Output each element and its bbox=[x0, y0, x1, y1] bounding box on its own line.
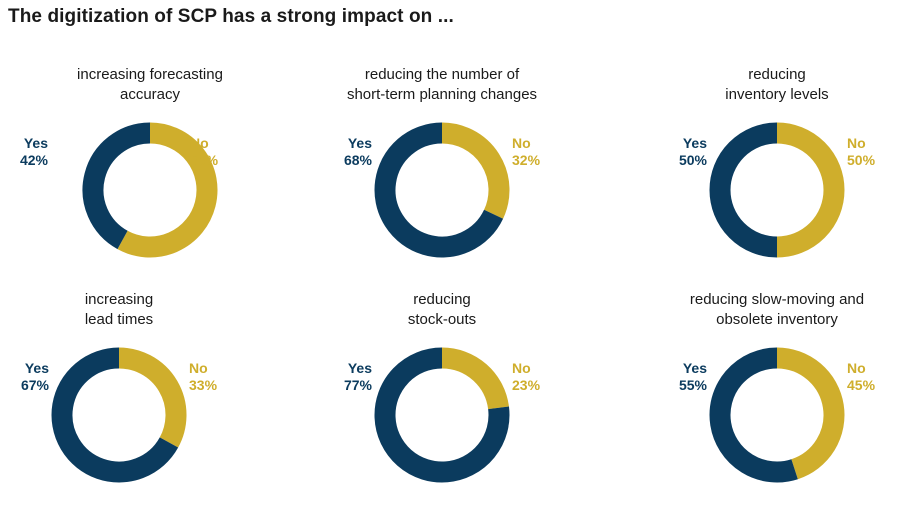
donut-slice-yes bbox=[374, 347, 510, 483]
donut-slice-yes bbox=[82, 122, 151, 250]
no-label-value: 50% bbox=[847, 152, 876, 168]
chart-title: reducing stock-outs bbox=[292, 290, 592, 330]
no-label: No 23% bbox=[512, 360, 540, 394]
chart-panel: increasing forecasting accuracy Yes 42% … bbox=[0, 65, 300, 280]
chart-panel: reducing the number of short-term planni… bbox=[292, 65, 592, 280]
chart-title-line: reducing slow-moving and bbox=[689, 291, 865, 308]
chart-title-line: inventory levels bbox=[725, 86, 829, 103]
yes-label: Yes 50% bbox=[679, 135, 707, 169]
yes-label-name: Yes bbox=[24, 360, 49, 376]
chart-title-line: increasing bbox=[84, 291, 154, 308]
chart-title: reducing inventory levels bbox=[627, 65, 900, 105]
chart-title: reducing the number of short-term planni… bbox=[292, 65, 592, 105]
donut-chart bbox=[51, 347, 187, 483]
no-label-name: No bbox=[512, 360, 531, 376]
no-label-name: No bbox=[189, 360, 208, 376]
yes-label: Yes 42% bbox=[20, 135, 48, 169]
yes-label-name: Yes bbox=[682, 360, 707, 376]
no-label-value: 58% bbox=[190, 152, 219, 168]
yes-label-name: Yes bbox=[682, 135, 707, 151]
page-title: The digitization of SCP has a strong imp… bbox=[8, 6, 454, 27]
chart-panel: increasing lead times Yes 67% No 33% bbox=[0, 290, 269, 505]
no-label-value: 33% bbox=[189, 377, 218, 393]
no-label-name: No bbox=[847, 135, 866, 151]
yes-label-name: Yes bbox=[347, 360, 372, 376]
chart-panel: reducing stock-outs Yes 77% No 23% bbox=[292, 290, 592, 505]
no-label-name: No bbox=[190, 135, 209, 151]
chart-title: increasing forecasting accuracy bbox=[0, 65, 300, 105]
no-label-name: No bbox=[512, 135, 531, 151]
no-label: No 33% bbox=[189, 360, 217, 394]
yes-label: Yes 67% bbox=[21, 360, 49, 394]
yes-label-value: 42% bbox=[19, 152, 48, 168]
chart-title-line: short-term planning changes bbox=[346, 86, 538, 103]
yes-label: Yes 77% bbox=[344, 360, 372, 394]
yes-label-value: 67% bbox=[20, 377, 49, 393]
yes-label-value: 77% bbox=[343, 377, 372, 393]
donut-slice-yes bbox=[709, 347, 798, 483]
chart-title: increasing lead times bbox=[0, 290, 269, 330]
chart-panel: reducing inventory levels Yes 50% No 50% bbox=[627, 65, 900, 280]
donut-slice-yes bbox=[51, 347, 179, 483]
donut-chart bbox=[82, 122, 218, 258]
chart-title-line: reducing bbox=[413, 291, 471, 308]
chart-title-line: accuracy bbox=[119, 86, 181, 103]
donut-slice-yes bbox=[709, 122, 778, 258]
chart-panel: reducing slow-moving and obsolete invent… bbox=[627, 290, 900, 505]
donut-chart bbox=[374, 122, 510, 258]
chart-title-line: obsolete inventory bbox=[716, 311, 838, 328]
yes-label-value: 50% bbox=[678, 152, 707, 168]
no-label: No 58% bbox=[190, 135, 218, 169]
donut-slice-no bbox=[117, 122, 218, 258]
donut-slice-no bbox=[118, 347, 187, 448]
no-label-name: No bbox=[847, 360, 866, 376]
chart-title-line: stock-outs bbox=[407, 311, 477, 328]
chart-title-line: lead times bbox=[84, 311, 154, 328]
yes-label: Yes 55% bbox=[679, 360, 707, 394]
donut-slice-yes bbox=[374, 122, 504, 258]
donut-slice-no bbox=[441, 122, 510, 219]
no-label: No 45% bbox=[847, 360, 875, 394]
yes-label-name: Yes bbox=[23, 135, 48, 151]
no-label: No 50% bbox=[847, 135, 875, 169]
no-label-value: 23% bbox=[512, 377, 541, 393]
no-label-value: 45% bbox=[847, 377, 876, 393]
chart-title: reducing slow-moving and obsolete invent… bbox=[627, 290, 900, 330]
yes-label-value: 68% bbox=[343, 152, 372, 168]
yes-label-name: Yes bbox=[347, 135, 372, 151]
chart-title-line: reducing bbox=[748, 66, 806, 83]
donut-chart bbox=[709, 122, 845, 258]
no-label-value: 32% bbox=[512, 152, 541, 168]
donut-slice-no bbox=[441, 347, 509, 410]
chart-title-line: reducing the number of bbox=[364, 66, 520, 83]
yes-label: Yes 68% bbox=[344, 135, 372, 169]
chart-title-line: increasing forecasting bbox=[77, 66, 223, 83]
yes-label-value: 55% bbox=[678, 377, 707, 393]
donut-chart bbox=[709, 347, 845, 483]
donut-slice-no bbox=[776, 347, 845, 480]
donut-slice-no bbox=[776, 122, 845, 258]
donut-chart bbox=[374, 347, 510, 483]
no-label: No 32% bbox=[512, 135, 540, 169]
